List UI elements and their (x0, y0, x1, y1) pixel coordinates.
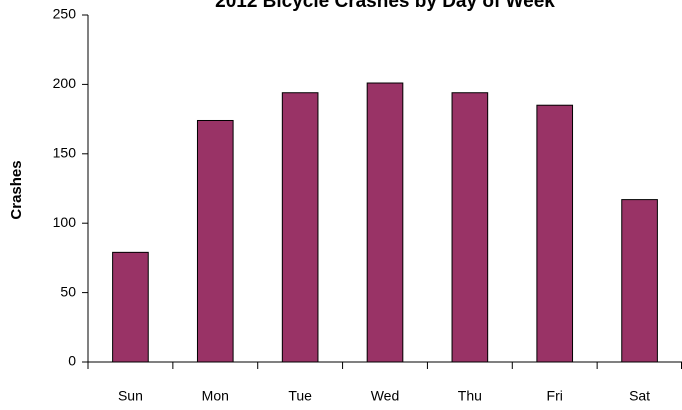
bar (281, 92, 319, 363)
bar (196, 119, 234, 363)
bar (451, 92, 489, 363)
bar (621, 199, 658, 363)
chart-title: 2012 Bicycle Crashes by Day of Week (215, 0, 555, 12)
y-tick-label: 50 (60, 283, 76, 299)
y-tick-label: 250 (53, 6, 77, 22)
x-tick-label: Fri (547, 388, 563, 404)
y-tick-label: 200 (53, 75, 77, 91)
x-tick-label: Tue (288, 388, 312, 404)
bar (536, 104, 574, 363)
x-tick-label: Thu (458, 388, 482, 404)
x-tick-label: Sun (118, 388, 143, 404)
y-tick-label: 150 (53, 145, 77, 161)
bar (366, 82, 404, 363)
x-tick-label: Wed (371, 388, 400, 404)
y-tick-label: 0 (68, 353, 76, 369)
bar (112, 251, 149, 363)
x-tick-label: Mon (202, 388, 229, 404)
x-tick-label: Sat (629, 388, 650, 404)
y-tick-label: 100 (53, 214, 77, 230)
y-axis-label: Crashes (8, 160, 25, 219)
